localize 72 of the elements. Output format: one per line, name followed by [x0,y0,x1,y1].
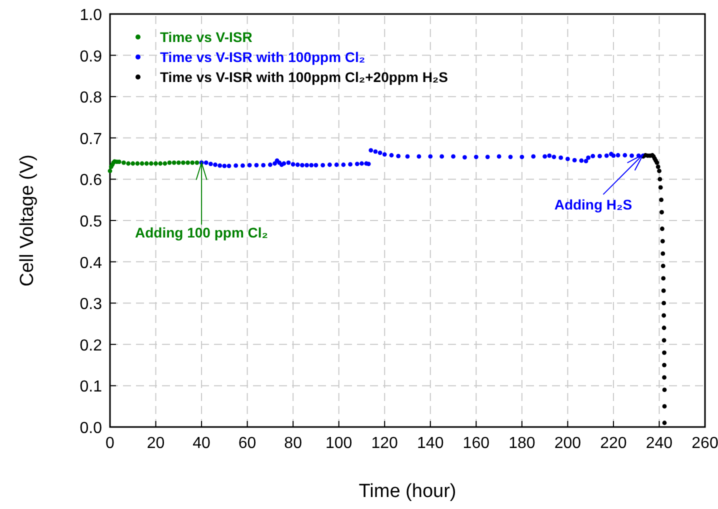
x-axis-title: Time (hour) [358,481,456,502]
point [660,210,664,214]
point [662,362,666,368]
y-tick-label: 0.2 [80,337,102,354]
x-tick-label: 160 [462,435,490,452]
y-tick-label: 0.7 [80,130,102,148]
point [656,164,660,170]
point [660,226,664,231]
point [158,161,163,166]
x-tick-label: 60 [238,435,256,452]
point [167,160,172,165]
point [662,375,666,380]
point [660,238,665,244]
point [658,185,663,190]
point [130,161,136,166]
point [126,161,131,166]
point [660,251,666,256]
y-tick-label: 0.6 [80,172,102,190]
y-tick-label: 0.0 [80,420,102,437]
x-tick-label: 20 [146,435,165,452]
y-tick-label: 0.9 [80,48,102,66]
x-tick-label: 260 [692,435,718,452]
point [659,198,664,202]
y-tick-label: 0.8 [80,90,102,107]
point [662,326,666,330]
point [144,161,149,166]
point [662,404,667,409]
point [661,288,666,293]
legend-label: Time vs V-ISR [160,29,252,45]
point [661,276,666,281]
point [190,160,195,165]
point [662,300,666,306]
point [176,160,181,165]
point [135,161,140,166]
point [194,160,200,165]
point [662,313,666,318]
point [658,177,662,182]
y-tick-label: 0.4 [80,254,102,272]
point [162,161,168,166]
point [181,160,186,165]
point [154,161,158,166]
x-tick-label: 100 [325,435,352,452]
point [172,160,176,165]
x-tick-label: 240 [646,435,673,452]
legend-label: Time vs V-ISR with 100ppm Cl₂+20ppm H₂S [160,69,448,85]
x-tick-label: 200 [554,435,582,452]
point [186,160,190,165]
legend-label: Time vs V-ISR with 100ppm Cl₂ [160,49,366,65]
x-tick-label: 220 [600,435,627,452]
y-tick-label: 1.0 [80,7,102,24]
point [662,338,666,342]
annotation: Adding H₂S [554,196,632,212]
point [660,264,666,268]
point [662,350,666,355]
point [148,161,154,166]
x-tick-label: 0 [106,435,115,452]
x-tick-label: 80 [284,435,302,452]
y-tick-label: 0.1 [80,378,102,396]
x-tick-label: 140 [417,435,444,452]
point [122,160,126,165]
y-tick-label: 0.5 [80,214,102,230]
point [657,168,662,174]
annotation: Adding 100 ppm Cl₂ [135,224,268,241]
y-tick-label: 0.3 [80,296,102,314]
point [662,420,667,426]
x-tick-label: 120 [371,435,398,452]
x-tick-label: 40 [192,435,211,452]
point [140,161,144,166]
point [108,168,112,174]
point [662,388,667,392]
y-axis-title: Cell Voltage (V) [17,154,38,287]
x-tick-label: 180 [508,435,536,452]
